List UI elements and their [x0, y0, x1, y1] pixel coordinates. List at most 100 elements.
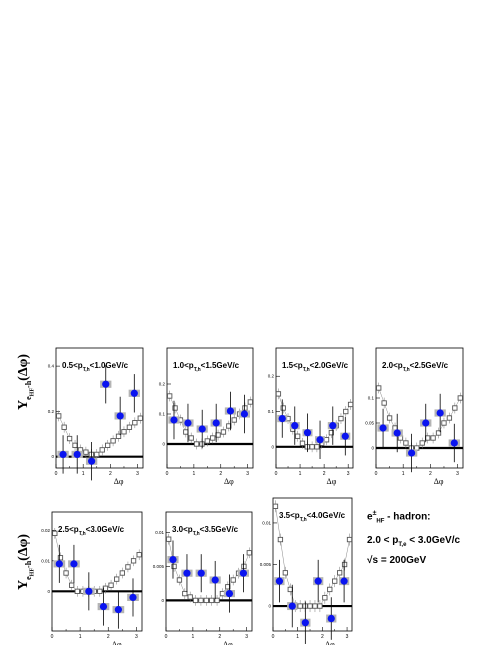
- y-tick-label: 0.01: [155, 530, 164, 535]
- hh-marker: [403, 440, 409, 446]
- hh-marker: [241, 563, 247, 570]
- ehf-marker: [341, 432, 349, 440]
- x-tick-label: 2: [219, 471, 222, 477]
- hh-marker: [72, 442, 78, 449]
- legend-line-1: e±HF - hadron:: [367, 510, 431, 525]
- hh-marker: [137, 415, 143, 421]
- ehf-marker: [212, 419, 220, 427]
- hh-marker: [105, 442, 111, 449]
- hh-marker: [452, 405, 458, 411]
- hh-marker: [171, 563, 177, 570]
- x-tick-label: 2: [109, 471, 112, 477]
- plot-frame: [375, 347, 464, 469]
- y-tick-label: 0.1: [368, 396, 375, 401]
- ehf-marker: [329, 422, 337, 430]
- x-axis-label: Δφ: [224, 477, 234, 486]
- y-tick-label: 0: [161, 598, 164, 603]
- ehf-marker: [316, 436, 324, 444]
- ehf-marker: [408, 449, 416, 457]
- x-axis-label: Δφ: [112, 640, 122, 645]
- ehf-marker: [314, 577, 322, 585]
- ehf-marker: [102, 380, 110, 388]
- y-tick-label: 0.2: [268, 374, 275, 379]
- legend-line-2: 2.0 < pT,e < 3.0GeV/c: [367, 535, 461, 549]
- panel-7: 0 0.005 0.01 0 1 2 3 Δφ 3.5<pT,h<4.0GeV/c: [260, 497, 353, 645]
- ehf-marker: [197, 569, 205, 577]
- panel-title: 1.0<pT,h<1.5GeV/c: [173, 361, 240, 373]
- ehf-marker: [169, 556, 177, 564]
- hh-marker: [419, 440, 425, 446]
- hh-marker: [247, 399, 253, 405]
- hh-marker: [192, 597, 199, 604]
- ehf-marker: [301, 619, 309, 627]
- y-tick-label: 0.005: [260, 562, 272, 567]
- y-tick-label: 0: [271, 444, 274, 449]
- ehf-marker: [379, 424, 387, 432]
- hh-marker: [108, 582, 114, 588]
- hh-marker: [272, 503, 279, 509]
- hh-marker: [337, 570, 343, 576]
- hh-marker: [172, 405, 178, 411]
- hh-marker: [343, 408, 349, 415]
- x-tick-label: 2: [321, 634, 324, 640]
- panel-title: 0.5<pT,h<1.0GeV/c: [62, 361, 129, 373]
- y-tick-label: 0.2: [159, 382, 166, 387]
- ehf-marker: [436, 409, 444, 417]
- hh-marker: [74, 588, 80, 594]
- legend-line-3: √s = 200GeV: [367, 555, 427, 567]
- hh-marker: [66, 435, 73, 442]
- x-tick-label: 3: [136, 471, 139, 477]
- x-tick-label: 3: [456, 471, 459, 477]
- hh-marker: [83, 449, 89, 455]
- y-tick-label: 0.2: [48, 409, 55, 414]
- y-axis-label-top: YeHF-h(Δφ): [16, 354, 36, 410]
- x-tick-label: 1: [191, 634, 194, 640]
- ehf-marker: [198, 425, 206, 433]
- panel-title: 3.0<pT,h<3.5GeV/c: [172, 525, 239, 537]
- panel-5: 0 0.01 0.02 0 1 2 3 Δφ 2.5<pT,h<3.0GeV/c: [41, 511, 143, 645]
- hh-marker: [69, 582, 75, 588]
- hh-marker: [226, 423, 232, 429]
- ehf-marker: [184, 419, 192, 427]
- y-tick-label: 0.01: [41, 558, 50, 563]
- hh-marker: [130, 558, 137, 564]
- ehf-marker: [240, 410, 248, 418]
- ehf-marker: [129, 593, 137, 602]
- hh-marker: [136, 552, 142, 558]
- hh-marker: [193, 441, 200, 447]
- hh-marker: [115, 433, 122, 439]
- x-tick-label: 0: [275, 471, 278, 477]
- ehf-marker: [73, 450, 81, 459]
- x-tick-label: 0: [165, 634, 168, 640]
- hh-marker: [441, 420, 447, 426]
- panel-3: 0 0.1 0.2 0 1 2 3 Δφ 1.5<pT,h<2.0GeV/c: [268, 347, 354, 486]
- hh-marker: [341, 561, 348, 568]
- x-tick-label: 1: [299, 471, 302, 477]
- plot-frame: [51, 511, 143, 632]
- hh-marker: [376, 385, 382, 391]
- x-tick-label: 0: [272, 634, 275, 640]
- hh-marker: [347, 401, 354, 408]
- panel-title: 1.5<pT,h<2.0GeV/c: [282, 361, 349, 373]
- hh-marker: [198, 597, 204, 604]
- x-tick-label: 0: [51, 634, 54, 640]
- y-tick-label: 0.4: [48, 364, 55, 369]
- hh-curve: [58, 415, 141, 455]
- panel-title: 2.5<pT,h<3.0GeV/c: [58, 525, 125, 537]
- ehf-marker: [450, 439, 458, 447]
- hh-marker: [309, 444, 315, 450]
- plot-frame: [55, 347, 144, 469]
- hh-marker: [204, 438, 210, 444]
- hh-marker: [307, 603, 313, 609]
- ehf-marker: [291, 422, 299, 430]
- y-tick-label: 0.1: [159, 412, 166, 417]
- hh-marker: [119, 570, 125, 576]
- hh-marker: [166, 536, 172, 542]
- hh-marker: [99, 447, 105, 453]
- x-tick-label: 0: [375, 471, 378, 477]
- plot-frame: [165, 511, 253, 632]
- panel-2: 0 0.1 0.2 0 1 2 3 Δφ 1.0<pT,h<1.5GeV/c: [159, 347, 254, 486]
- hh-marker: [225, 584, 231, 590]
- hh-marker: [97, 588, 103, 594]
